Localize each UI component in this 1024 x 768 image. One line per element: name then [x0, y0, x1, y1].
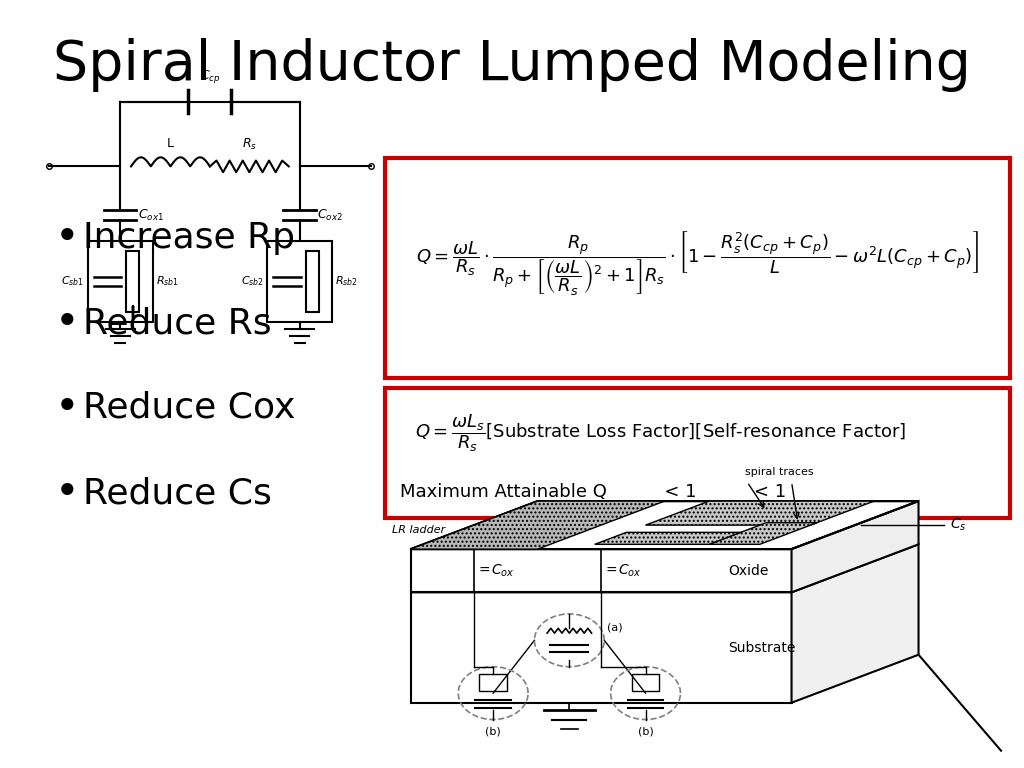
Text: Reduce Rs: Reduce Rs — [83, 306, 271, 340]
Text: •: • — [55, 387, 80, 429]
Text: $C_{sb1}$: $C_{sb1}$ — [61, 275, 84, 289]
Text: Maximum Attainable Q          < 1          < 1: Maximum Attainable Q < 1 < 1 — [400, 483, 786, 501]
Polygon shape — [595, 532, 740, 545]
Bar — [267, 241, 332, 322]
Text: •: • — [55, 302, 80, 344]
Bar — [411, 592, 792, 703]
Text: L: L — [167, 137, 174, 151]
Text: (a): (a) — [607, 622, 623, 632]
Polygon shape — [645, 501, 874, 525]
Text: LR ladder: LR ladder — [391, 525, 444, 535]
Text: •: • — [55, 217, 80, 259]
Polygon shape — [411, 501, 919, 549]
Text: $R_s$: $R_s$ — [242, 137, 257, 152]
Text: $R_{sb1}$: $R_{sb1}$ — [156, 275, 179, 289]
Polygon shape — [792, 545, 919, 703]
Text: $C_s$: $C_s$ — [950, 517, 967, 533]
Bar — [385, 158, 1010, 378]
Bar — [88, 241, 153, 322]
Bar — [411, 549, 792, 592]
Text: $Q = \dfrac{\omega L_s}{R_s}$[Substrate Loss Factor][Self-resonance Factor]: $Q = \dfrac{\omega L_s}{R_s}$[Substrate … — [415, 412, 906, 455]
Text: $R_{sb2}$: $R_{sb2}$ — [336, 275, 358, 289]
Text: Oxide: Oxide — [728, 564, 768, 578]
Bar — [385, 388, 1010, 518]
Text: (b): (b) — [638, 727, 653, 737]
Text: $\,=\!C_{ox}$: $\,=\!C_{ox}$ — [474, 562, 515, 579]
Text: Increase Rp: Increase Rp — [83, 221, 295, 255]
Polygon shape — [411, 545, 919, 592]
Text: $C_{sb2}$: $C_{sb2}$ — [241, 275, 263, 289]
Text: Substrate: Substrate — [728, 641, 796, 654]
Bar — [632, 674, 659, 690]
Bar — [305, 250, 318, 313]
Text: $Q = \dfrac{\omega L}{R_s} \cdot \dfrac{R_p}{R_p + \left[\left(\dfrac{\omega L}{: $Q = \dfrac{\omega L}{R_s} \cdot \dfrac{… — [416, 229, 979, 297]
Bar — [479, 674, 507, 690]
Polygon shape — [411, 501, 665, 549]
Text: Spiral Inductor Lumped Modeling: Spiral Inductor Lumped Modeling — [53, 38, 971, 92]
Text: $C_{ox1}$: $C_{ox1}$ — [138, 207, 164, 223]
Text: Reduce Cox: Reduce Cox — [83, 391, 295, 425]
Text: Reduce Cs: Reduce Cs — [83, 476, 272, 510]
Text: •: • — [55, 472, 80, 514]
Text: $C_{ox2}$: $C_{ox2}$ — [317, 207, 343, 223]
Bar — [126, 250, 139, 313]
Text: $\,=\!C_{ox}$: $\,=\!C_{ox}$ — [601, 562, 642, 579]
Text: (b): (b) — [485, 727, 501, 737]
Polygon shape — [792, 501, 919, 592]
Text: spiral traces: spiral traces — [744, 467, 813, 477]
Polygon shape — [709, 523, 817, 545]
Text: $C_{cp}$: $C_{cp}$ — [200, 68, 220, 85]
